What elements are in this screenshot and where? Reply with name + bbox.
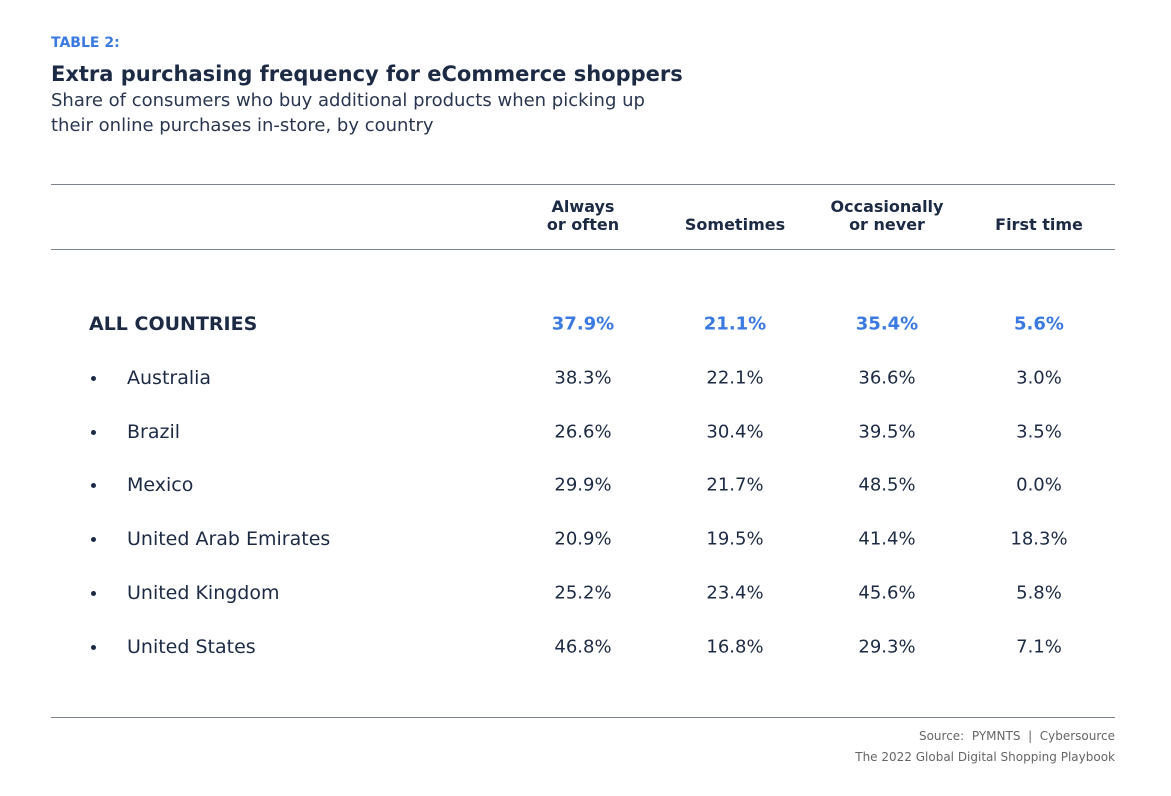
source: Source: PYMNTS | Cybersource — [918, 729, 1115, 743]
bullet — [91, 376, 96, 381]
column-header: Occasionally — [830, 197, 944, 216]
cell: 29.9% — [554, 474, 612, 496]
subtitle: their online purchases in-store, by coun… — [51, 115, 434, 136]
row-label: Australia — [127, 367, 212, 389]
bullet — [91, 590, 96, 596]
rule — [51, 184, 1115, 185]
row-label: United Arab Emirates — [127, 528, 331, 551]
cell: 0.0% — [1016, 474, 1062, 496]
row-label: Mexico — [127, 474, 194, 497]
cell: 38.3% — [554, 367, 612, 389]
cell: 5.8% — [1016, 582, 1062, 604]
cell: 25.2% — [554, 582, 612, 604]
cell: 19.5% — [706, 528, 764, 550]
total-cell: 21.1% — [703, 313, 767, 335]
table-label: TABLE 2: — [51, 35, 120, 51]
cell: 16.8% — [706, 636, 764, 657]
cell: 48.5% — [858, 474, 916, 496]
row-label: United Kingdom — [127, 581, 280, 604]
column-header: or often — [546, 215, 620, 234]
bullet — [91, 429, 96, 435]
row-label: United States — [127, 635, 256, 658]
cell: 20.9% — [554, 528, 612, 550]
total-cell: 35.4% — [855, 313, 919, 335]
column-header: Sometimes — [684, 215, 786, 234]
cell: 18.3% — [1010, 528, 1068, 550]
cell: 36.6% — [858, 367, 916, 389]
column-header: or never — [849, 215, 925, 234]
cell: 29.3% — [858, 636, 916, 657]
cell: 23.4% — [706, 582, 764, 604]
cell: 7.1% — [1016, 636, 1062, 657]
cell: 3.5% — [1016, 421, 1062, 443]
cell: 30.4% — [706, 421, 764, 443]
bullet — [91, 483, 96, 489]
bullet — [91, 644, 96, 650]
cell: 21.7% — [706, 474, 764, 496]
cell: 41.4% — [858, 528, 916, 550]
rule — [51, 249, 1115, 250]
rule — [51, 717, 1115, 718]
cell: 45.6% — [858, 582, 916, 604]
cell: 39.5% — [858, 421, 916, 443]
bullet — [91, 537, 96, 543]
cell: 46.8% — [554, 636, 612, 657]
publication: The 2022 Global Digital Shopping Playboo… — [855, 750, 1115, 764]
total-label: ALL COUNTRIES — [89, 313, 258, 335]
cell: 26.6% — [554, 421, 612, 443]
column-header: First time — [995, 215, 1083, 234]
subtitle: Share of consumers who buy additional pr… — [51, 90, 645, 111]
row-label: Brazil — [127, 420, 181, 443]
total-cell: 37.9% — [551, 313, 615, 335]
cell: 3.0% — [1016, 367, 1062, 389]
title: Extra purchasing frequency for eCommerce… — [51, 62, 683, 86]
cell: 22.1% — [706, 367, 764, 389]
total-cell: 5.6% — [1014, 313, 1064, 335]
column-header: Always — [551, 197, 615, 216]
